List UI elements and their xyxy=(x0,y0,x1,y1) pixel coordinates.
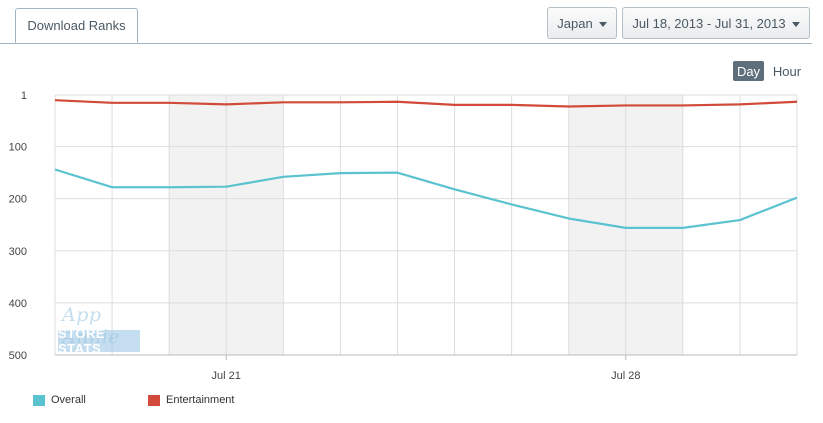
legend-swatch-overall xyxy=(33,394,45,406)
tab-download-ranks[interactable]: Download Ranks xyxy=(15,8,138,43)
chevron-down-icon xyxy=(791,21,800,27)
y-tick-label: 1 xyxy=(21,90,27,102)
series-line-entertainment xyxy=(54,99,798,108)
watermark-logo: App Annie STORE STATS xyxy=(58,304,142,356)
watermark-badge: STORE STATS xyxy=(58,326,140,356)
date-range-dropdown[interactable]: Jul 18, 2013 - Jul 31, 2013 xyxy=(622,7,810,39)
y-tick-label: 500 xyxy=(9,350,27,362)
series-line-overall xyxy=(54,168,798,229)
chevron-down-icon xyxy=(598,21,607,27)
y-tick-label: 200 xyxy=(9,194,27,206)
legend-label-overall: Overall xyxy=(51,394,86,406)
granularity-hour-button[interactable]: Hour xyxy=(772,63,802,79)
date-range-value: Jul 18, 2013 - Jul 31, 2013 xyxy=(632,15,786,31)
country-value: Japan xyxy=(557,15,593,31)
header-divider xyxy=(0,43,812,44)
granularity-day-button[interactable]: Day xyxy=(733,61,764,81)
header-bar: Download Ranks Japan Jul 18, 2013 - Jul … xyxy=(0,0,823,44)
x-tick-label: Jul 28 xyxy=(611,370,640,382)
country-dropdown[interactable]: Japan xyxy=(547,7,617,39)
y-tick-label: 400 xyxy=(9,298,27,310)
y-tick-label: 100 xyxy=(9,142,27,154)
legend-label-entertainment: Entertainment xyxy=(166,394,235,406)
legend-item-overall[interactable]: Overall xyxy=(33,394,86,406)
x-tick-label: Jul 21 xyxy=(212,370,241,382)
y-tick-label: 300 xyxy=(9,246,27,258)
legend-swatch-entertainment xyxy=(148,394,160,406)
legend-item-entertainment[interactable]: Entertainment xyxy=(148,394,234,406)
